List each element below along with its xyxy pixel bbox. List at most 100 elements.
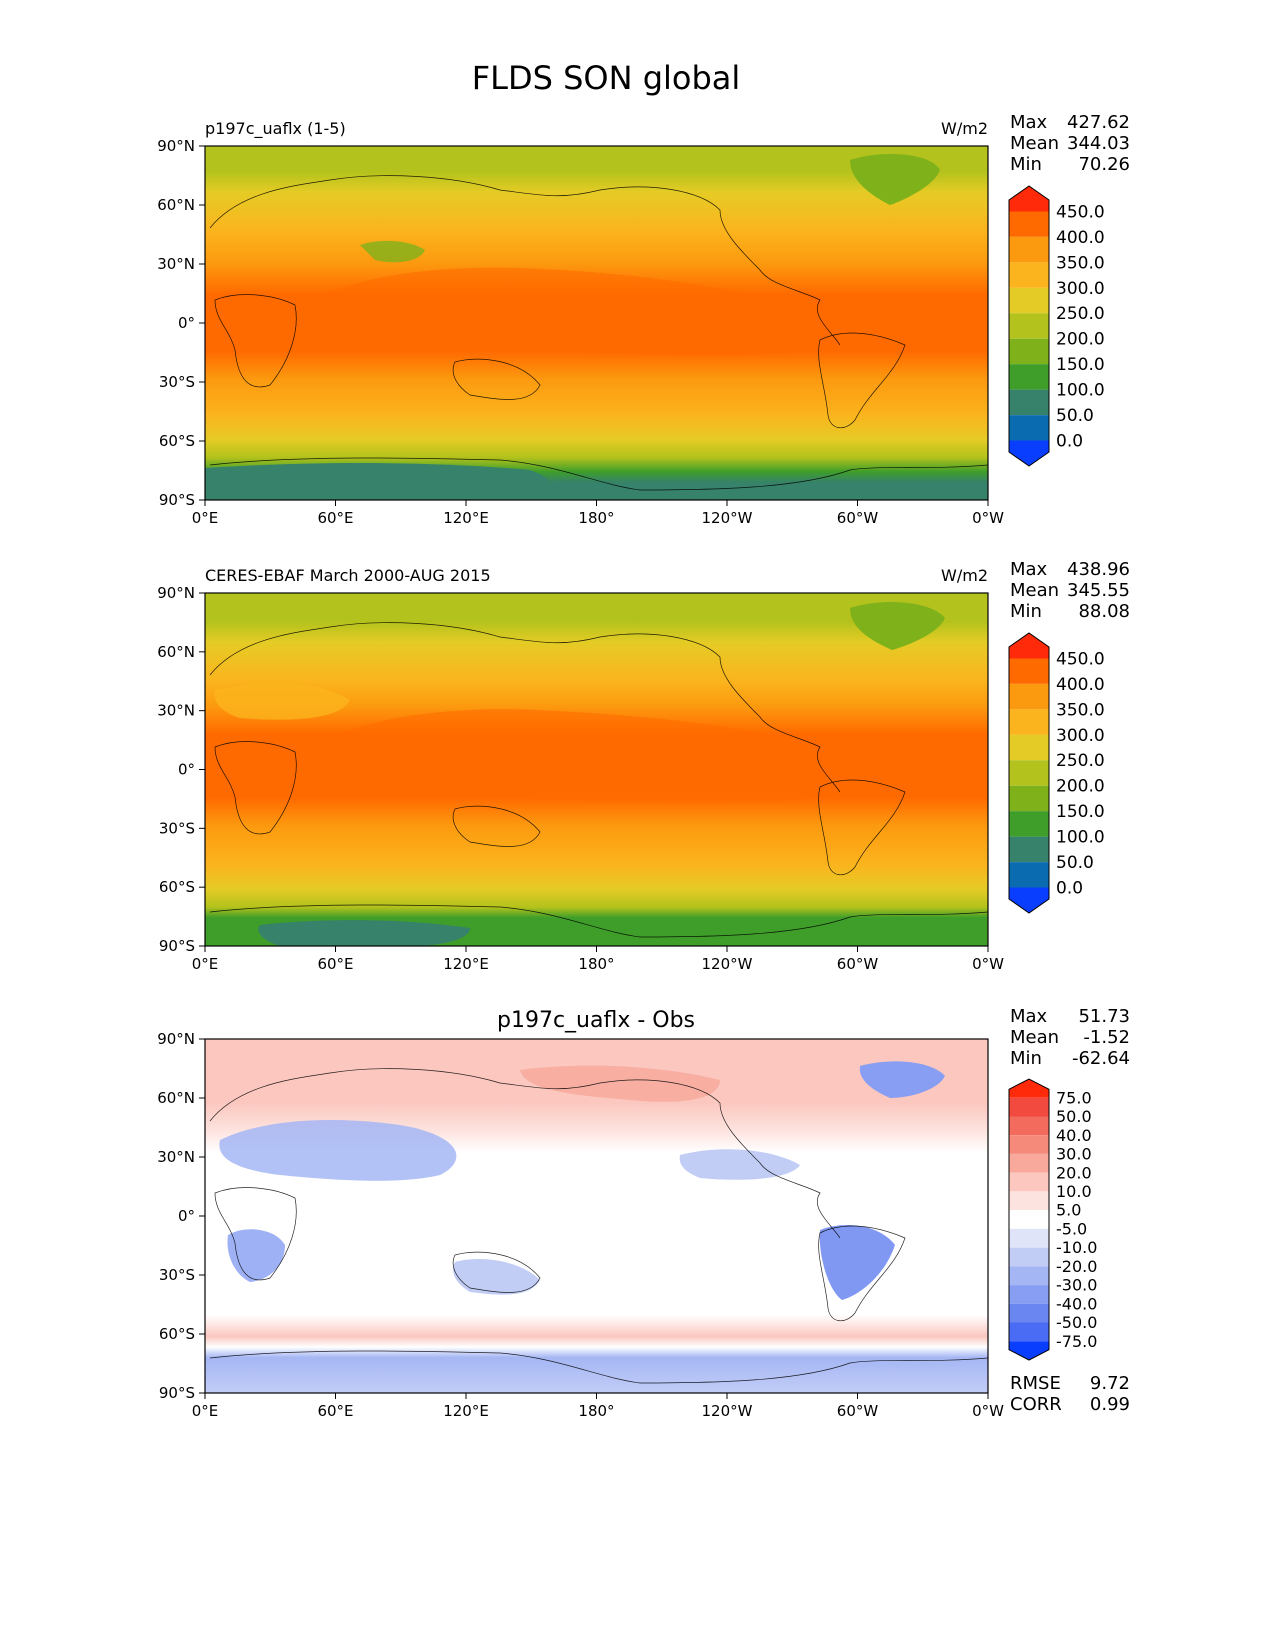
- lon-tick-label: 60°E: [317, 1402, 353, 1420]
- colorbar-segment: [1009, 836, 1049, 863]
- colorbar-segment: [1009, 633, 1049, 659]
- lon-tick-label: 120°E: [443, 955, 489, 973]
- colorbar-segment: [1009, 1247, 1049, 1267]
- colorbar-segment: [1009, 440, 1049, 466]
- lon-tick-label: 180°: [578, 955, 614, 973]
- lat-tick-label: 90°N: [157, 1030, 195, 1048]
- figure-title: FLDS SON global: [472, 59, 741, 97]
- colorbar-segment: [1009, 262, 1049, 288]
- colorbar-segment: [1009, 1228, 1049, 1248]
- stat-min-value: 88.08: [1078, 601, 1130, 622]
- map-ticks: 0°E 60°E 120°E 180° 120°W 60°W 0°W 90°N 60°N 30°N…: [157, 1030, 1004, 1420]
- colorbar-label: 50.0: [1056, 1107, 1092, 1126]
- lat-tick-label: 60°N: [157, 1089, 195, 1107]
- lat-tick-label: 90°S: [159, 491, 195, 509]
- south-america-blue-blob: [819, 1225, 895, 1300]
- lon-tick-label: 120°W: [702, 955, 753, 973]
- stat-mean-value: 344.03: [1067, 133, 1130, 154]
- stat-min-label: Min: [1010, 1048, 1042, 1069]
- lat-tick-label: 30°S: [159, 819, 195, 837]
- colorbar-label: -75.0: [1056, 1332, 1097, 1351]
- stat-min-label: Min: [1010, 601, 1042, 622]
- coastlines: [209, 622, 989, 938]
- colorbar-outline: [1008, 185, 1050, 467]
- colorbar-label: 350.0: [1056, 700, 1105, 720]
- stat-min-label: Min: [1010, 154, 1042, 175]
- colorbar-segment: [1009, 338, 1049, 365]
- colorbar-label: 200.0: [1056, 330, 1105, 350]
- colorbar-segment: [1009, 1079, 1049, 1098]
- colorbar-label: 40.0: [1056, 1126, 1092, 1145]
- stat-max-label: Max: [1010, 1006, 1048, 1027]
- colorbar-segment: [1009, 1097, 1049, 1117]
- colorbar-segment: [1009, 415, 1049, 441]
- stat-min-value: -62.64: [1072, 1048, 1130, 1069]
- colorbar-segment: [1009, 287, 1049, 314]
- colorbar-outline: [1008, 632, 1050, 914]
- colorbar-label: 450.0: [1056, 202, 1105, 222]
- lon-tick-label: 0°W: [972, 955, 1004, 973]
- panel-left-title: p197c_uaflx (1-5): [205, 119, 346, 139]
- lat-tick-label: 90°S: [159, 1384, 195, 1402]
- colorbar-segment: [1009, 709, 1049, 735]
- lon-tick-label: 120°W: [702, 509, 753, 527]
- lon-tick-label: 180°: [578, 1402, 614, 1420]
- colorbar-label: 350.0: [1056, 253, 1105, 273]
- lat-tick-label: 90°N: [157, 584, 195, 602]
- sahara-blob: [214, 683, 350, 720]
- coastlines: [209, 175, 989, 491]
- colorbar-label: 0.0: [1056, 878, 1083, 898]
- siberia-red-blob: [520, 1065, 720, 1102]
- map-field: [205, 1039, 988, 1393]
- lat-tick-label: 60°S: [159, 878, 195, 896]
- lon-tick-label: 0°W: [972, 1402, 1004, 1420]
- colorbar-segment: [1009, 186, 1049, 212]
- corr-value: 0.99: [1090, 1394, 1130, 1415]
- colorbar-label: 250.0: [1056, 751, 1105, 771]
- lon-tick-label: 0°E: [192, 509, 219, 527]
- stats-block: Max 51.73 Mean -1.52 Min -62.64: [1010, 1006, 1130, 1069]
- colorbar-segment: [1009, 734, 1049, 761]
- stat-mean-value: -1.52: [1083, 1027, 1130, 1048]
- lon-tick-label: 120°E: [443, 1402, 489, 1420]
- lat-tick-label: 0°: [178, 314, 195, 332]
- colorbar-segment: [1009, 760, 1049, 786]
- colorbar-label: 450.0: [1056, 649, 1105, 669]
- colorbar-segment: [1009, 1285, 1049, 1304]
- colorbar-segment: [1009, 1135, 1049, 1154]
- colorbar-segment: [1009, 887, 1049, 913]
- colorbar-label: 100.0: [1056, 381, 1105, 401]
- colorbar-segment: [1009, 658, 1049, 684]
- stats-block: Max 427.62 Mean 344.03 Min 70.26: [1010, 112, 1130, 175]
- map-ticks: 0°E 60°E 120°E 180° 120°W 60°W 0°W 90°N 60°N 30°N…: [157, 137, 1004, 527]
- stat-max-value: 51.73: [1078, 1006, 1130, 1027]
- lon-tick-label: 60°W: [837, 1402, 879, 1420]
- colorbar-label: 50.0: [1056, 853, 1094, 873]
- warm-pool-blob: [290, 709, 849, 803]
- colorbar-label: 400.0: [1056, 675, 1105, 695]
- colorbar-label: 300.0: [1056, 279, 1105, 299]
- stats-block: Max 438.96 Mean 345.55 Min 88.08: [1010, 559, 1130, 622]
- lon-tick-label: 0°E: [192, 955, 219, 973]
- greenland-blue-blob: [859, 1061, 945, 1098]
- colorbar-label: -10.0: [1056, 1238, 1097, 1257]
- australia-blue-blob: [453, 1259, 540, 1295]
- stat-max-value: 427.62: [1067, 112, 1130, 133]
- lon-tick-label: 180°: [578, 509, 614, 527]
- lon-tick-label: 0°W: [972, 509, 1004, 527]
- lat-tick-label: 60°S: [159, 1325, 195, 1343]
- lat-tick-label: 30°S: [159, 373, 195, 391]
- colorbar: 450.0 400.0 350.0 300.0 250.0 200.0 150.0 100.0…: [1008, 185, 1105, 467]
- stat-mean-label: Mean: [1010, 1027, 1059, 1048]
- colorbar-segment: [1009, 1116, 1049, 1136]
- colorbar-label: 150.0: [1056, 802, 1105, 822]
- map-area: [205, 146, 989, 500]
- colorbar-segment: [1009, 1322, 1049, 1342]
- metrics-block: RMSE 9.72 CORR 0.99: [1010, 1373, 1130, 1415]
- lat-tick-label: 60°S: [159, 432, 195, 450]
- corr-label: CORR: [1010, 1394, 1062, 1415]
- colorbar: 75.050.040.030.020.010.05.0-5.0-10.0-20.…: [1008, 1078, 1097, 1361]
- stat-min-value: 70.26: [1078, 154, 1130, 175]
- warm-pool-blob: [290, 267, 829, 356]
